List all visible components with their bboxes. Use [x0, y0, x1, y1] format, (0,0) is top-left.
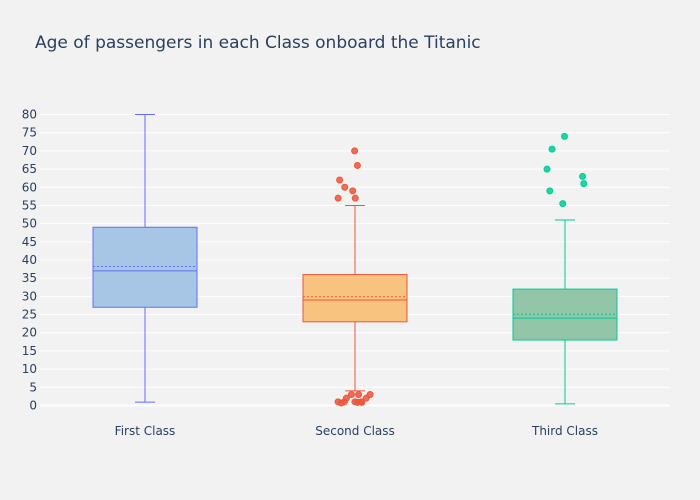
outlier-point	[347, 391, 355, 399]
iqr-box	[302, 274, 408, 323]
x-tick-label: First Class	[115, 424, 176, 438]
y-tick-label: 55	[22, 198, 37, 212]
y-tick-label: 80	[22, 108, 37, 122]
outlier-point	[351, 147, 359, 155]
outlier-point	[351, 194, 359, 202]
outlier-point	[560, 132, 568, 140]
x-tick-label: Second Class	[315, 424, 395, 438]
y-tick-label: 30	[22, 289, 37, 303]
x-tick-label: Third Class	[531, 424, 598, 438]
outlier-point	[548, 145, 556, 153]
outlier-point	[546, 187, 554, 195]
outlier-point	[353, 161, 361, 169]
outlier-point	[579, 172, 587, 180]
y-tick-label: 25	[22, 308, 37, 322]
outlier-point	[559, 200, 567, 208]
y-tick-label: 35	[22, 271, 37, 285]
y-tick-label: 5	[29, 380, 37, 394]
outlier-point	[362, 394, 370, 402]
y-tick-label: 75	[22, 126, 37, 140]
outlier-point	[336, 176, 344, 184]
y-tick-label: 65	[22, 162, 37, 176]
outlier-point	[349, 187, 357, 195]
y-tick-label: 40	[22, 253, 37, 267]
y-tick-label: 15	[22, 344, 37, 358]
y-tick-label: 0	[29, 398, 37, 412]
y-tick-label: 60	[22, 180, 37, 194]
outlier-point	[337, 399, 345, 407]
outlier-point	[580, 180, 588, 188]
chart-title: Age of passengers in each Class onboard …	[35, 33, 481, 53]
outlier-point	[341, 183, 349, 191]
y-tick-label: 70	[22, 144, 37, 158]
outlier-point	[334, 194, 342, 202]
y-tick-label: 10	[22, 362, 37, 376]
y-tick-label: 50	[22, 217, 37, 231]
y-tick-label: 20	[22, 326, 37, 340]
iqr-box	[92, 226, 198, 308]
outlier-point	[355, 391, 363, 399]
y-tick-label: 45	[22, 235, 37, 249]
outlier-point	[543, 165, 551, 173]
outlier-point	[353, 398, 361, 406]
